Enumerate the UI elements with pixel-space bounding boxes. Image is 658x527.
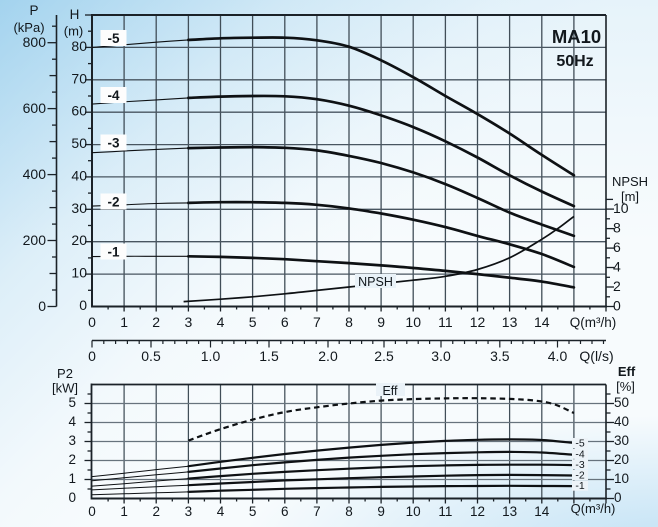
svg-text:8: 8 (345, 504, 353, 519)
svg-text:30: 30 (614, 433, 629, 448)
svg-text:50: 50 (614, 395, 629, 410)
svg-text:-2: -2 (107, 194, 119, 209)
svg-text:11: 11 (438, 314, 453, 330)
svg-text:0: 0 (38, 298, 46, 314)
svg-text:2: 2 (68, 452, 76, 467)
svg-text:0: 0 (68, 490, 76, 505)
svg-text:(kPa): (kPa) (13, 20, 44, 35)
svg-text:8: 8 (345, 314, 353, 330)
svg-text:60: 60 (71, 103, 87, 119)
svg-text:200: 200 (23, 232, 47, 248)
svg-text:70: 70 (71, 70, 87, 86)
svg-text:Q(m³/h): Q(m³/h) (570, 315, 617, 330)
svg-text:5: 5 (249, 504, 257, 519)
svg-text:-3: -3 (575, 459, 584, 471)
svg-text:3: 3 (185, 314, 193, 330)
svg-text:4.0: 4.0 (548, 348, 568, 364)
svg-text:Q(l/s): Q(l/s) (579, 348, 613, 364)
svg-text:[kW]: [kW] (52, 381, 78, 396)
svg-text:14: 14 (534, 314, 550, 330)
svg-text:0: 0 (88, 314, 96, 330)
svg-text:20: 20 (614, 452, 629, 467)
svg-text:2.5: 2.5 (374, 348, 394, 364)
svg-text:1.0: 1.0 (201, 348, 221, 364)
svg-text:800: 800 (23, 34, 47, 50)
svg-text:12: 12 (470, 314, 486, 330)
svg-text:9: 9 (377, 314, 385, 330)
svg-text:5: 5 (249, 314, 257, 330)
svg-text:1: 1 (120, 314, 128, 330)
svg-text:[%]: [%] (616, 379, 635, 394)
svg-text:0: 0 (88, 504, 96, 519)
svg-text:-3: -3 (107, 135, 119, 150)
svg-text:3.5: 3.5 (490, 348, 510, 364)
svg-text:6: 6 (281, 504, 289, 519)
svg-text:0: 0 (614, 490, 622, 505)
svg-text:-5: -5 (107, 31, 119, 46)
svg-text:3.0: 3.0 (431, 348, 451, 364)
svg-text:3: 3 (68, 433, 76, 448)
svg-text:10: 10 (405, 314, 421, 330)
svg-text:MA10: MA10 (552, 26, 601, 47)
svg-text:Q(m³/h): Q(m³/h) (571, 501, 616, 516)
svg-text:0: 0 (79, 297, 87, 313)
svg-text:1.5: 1.5 (259, 348, 279, 364)
svg-text:30: 30 (71, 200, 87, 216)
svg-text:12: 12 (470, 504, 485, 519)
svg-text:-4: -4 (575, 448, 584, 460)
svg-text:0: 0 (613, 298, 621, 314)
svg-text:Eff: Eff (618, 364, 636, 379)
svg-text:13: 13 (502, 314, 518, 330)
svg-text:7: 7 (313, 314, 321, 330)
svg-text:2: 2 (152, 314, 160, 330)
svg-text:10: 10 (613, 200, 629, 216)
svg-text:2: 2 (613, 278, 621, 294)
svg-text:1: 1 (120, 504, 128, 519)
svg-text:40: 40 (614, 414, 629, 429)
svg-text:2: 2 (152, 504, 160, 519)
svg-text:3: 3 (185, 504, 193, 519)
svg-text:11: 11 (438, 504, 452, 519)
svg-text:13: 13 (502, 504, 517, 519)
svg-text:1: 1 (68, 471, 76, 486)
svg-text:4: 4 (613, 259, 621, 275)
svg-text:NPSH: NPSH (358, 275, 393, 289)
svg-text:-5: -5 (575, 438, 584, 450)
svg-text:4: 4 (217, 314, 225, 330)
svg-text:-2: -2 (575, 470, 584, 482)
svg-text:10: 10 (71, 265, 87, 281)
svg-text:4: 4 (217, 504, 225, 519)
svg-text:H: H (70, 7, 80, 22)
svg-text:10: 10 (614, 471, 629, 486)
svg-text:40: 40 (71, 167, 87, 183)
svg-text:P: P (29, 3, 38, 18)
svg-text:-4: -4 (107, 88, 119, 103)
svg-text:80: 80 (71, 38, 87, 54)
svg-text:7: 7 (313, 504, 321, 519)
svg-text:[m]: [m] (621, 189, 639, 204)
svg-text:-1: -1 (107, 244, 119, 259)
svg-text:10: 10 (406, 504, 421, 519)
svg-text:6: 6 (281, 314, 289, 330)
svg-text:50Hz: 50Hz (556, 53, 593, 70)
svg-text:20: 20 (71, 232, 87, 248)
svg-text:600: 600 (23, 100, 47, 116)
svg-text:9: 9 (377, 504, 385, 519)
svg-text:8: 8 (613, 220, 621, 236)
svg-text:5: 5 (68, 395, 76, 410)
svg-text:Eff: Eff (382, 384, 398, 398)
svg-text:-1: -1 (575, 480, 584, 492)
svg-text:NPSH: NPSH (612, 174, 648, 189)
svg-text:P2: P2 (57, 366, 73, 381)
svg-text:50: 50 (71, 135, 87, 151)
svg-text:2.0: 2.0 (318, 348, 338, 364)
svg-text:4: 4 (68, 414, 76, 429)
svg-text:0.5: 0.5 (141, 348, 161, 364)
svg-text:14: 14 (534, 504, 550, 519)
svg-text:0: 0 (88, 348, 96, 364)
svg-text:6: 6 (613, 239, 621, 255)
svg-text:400: 400 (23, 166, 47, 182)
svg-text:(m): (m) (64, 24, 84, 39)
